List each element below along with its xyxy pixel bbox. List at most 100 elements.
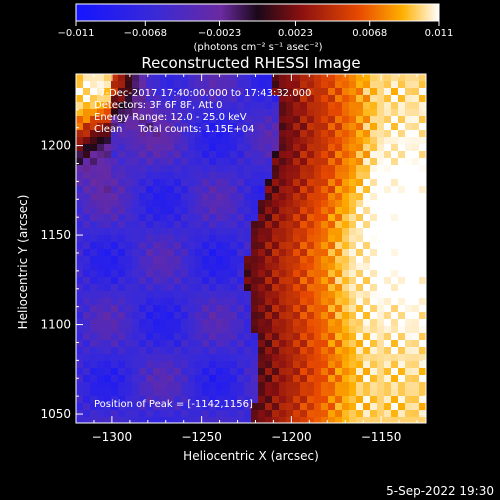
heat-cell (139, 88, 146, 95)
heat-cell (104, 333, 111, 340)
heat-cell (153, 137, 160, 144)
heat-cell (202, 403, 209, 410)
heat-cell (146, 312, 153, 319)
heat-cell (279, 144, 286, 151)
heat-cell (307, 130, 314, 137)
heat-cell (370, 95, 377, 102)
heat-cell (104, 88, 111, 95)
heat-cell (279, 263, 286, 270)
heat-cell (76, 172, 83, 179)
heat-cell (272, 165, 279, 172)
heat-cell (258, 123, 265, 130)
heat-cell (335, 333, 342, 340)
heat-cell (272, 305, 279, 312)
heat-cell (139, 326, 146, 333)
heat-cell (195, 396, 202, 403)
heat-cell (174, 130, 181, 137)
heat-cell (391, 221, 398, 228)
heat-cell (307, 284, 314, 291)
heat-cell (335, 312, 342, 319)
heat-cell (307, 354, 314, 361)
heat-cell (349, 109, 356, 116)
heat-cell (412, 361, 419, 368)
heat-cell (216, 368, 223, 375)
heat-cell (349, 361, 356, 368)
heat-cell (216, 207, 223, 214)
heat-cell (377, 123, 384, 130)
heat-cell (412, 74, 419, 81)
heat-cell (160, 158, 167, 165)
heat-cell (265, 130, 272, 137)
heat-cell (216, 249, 223, 256)
heat-cell (412, 417, 419, 423)
heat-cell (97, 207, 104, 214)
heat-cell (265, 235, 272, 242)
heat-cell (132, 200, 139, 207)
heat-cell (293, 144, 300, 151)
heat-cell (391, 165, 398, 172)
heat-cell (398, 179, 405, 186)
heat-cell (181, 347, 188, 354)
heat-cell (405, 116, 412, 123)
heat-cell (83, 396, 90, 403)
heat-cell (405, 396, 412, 403)
heat-cell (230, 193, 237, 200)
heat-cell (272, 81, 279, 88)
heat-cell (391, 270, 398, 277)
heat-cell (349, 151, 356, 158)
heat-cell (398, 200, 405, 207)
heat-cell (335, 403, 342, 410)
heat-cell (286, 81, 293, 88)
heat-cell (314, 354, 321, 361)
heat-cell (195, 291, 202, 298)
heat-cell (342, 277, 349, 284)
heat-cell (272, 396, 279, 403)
heat-cell (391, 137, 398, 144)
heat-cell (146, 81, 153, 88)
heat-cell (251, 256, 258, 263)
heat-cell (272, 368, 279, 375)
heat-cell (111, 102, 118, 109)
heat-cell (363, 158, 370, 165)
heat-cell (328, 347, 335, 354)
heat-cell (244, 137, 251, 144)
heat-cell (202, 270, 209, 277)
heat-cell (272, 389, 279, 396)
heat-cell (335, 158, 342, 165)
heat-cell (391, 410, 398, 417)
heat-cell (335, 305, 342, 312)
heat-cell (293, 270, 300, 277)
heat-cell (146, 165, 153, 172)
heat-cell (412, 186, 419, 193)
heat-cell (230, 361, 237, 368)
heat-cell (272, 130, 279, 137)
heat-cell (125, 277, 132, 284)
heat-cell (412, 179, 419, 186)
heat-cell (209, 102, 216, 109)
heat-cell (167, 312, 174, 319)
heat-cell (258, 396, 265, 403)
heat-cell (377, 221, 384, 228)
heat-cell (83, 193, 90, 200)
heat-cell (118, 200, 125, 207)
heat-cell (125, 347, 132, 354)
heat-cell (258, 200, 265, 207)
heat-cell (202, 326, 209, 333)
heat-cell (188, 333, 195, 340)
heat-cell (342, 144, 349, 151)
heat-cell (76, 109, 83, 116)
heat-cell (293, 81, 300, 88)
heat-cell (321, 165, 328, 172)
heat-cell (314, 403, 321, 410)
heat-cell (188, 298, 195, 305)
heat-cell (118, 417, 125, 423)
heat-cell (167, 200, 174, 207)
heat-cell (139, 361, 146, 368)
heat-cell (307, 340, 314, 347)
heat-cell (230, 319, 237, 326)
heat-cell (97, 186, 104, 193)
heat-cell (356, 214, 363, 221)
heat-cell (314, 116, 321, 123)
heat-cell (321, 200, 328, 207)
heat-cell (328, 249, 335, 256)
